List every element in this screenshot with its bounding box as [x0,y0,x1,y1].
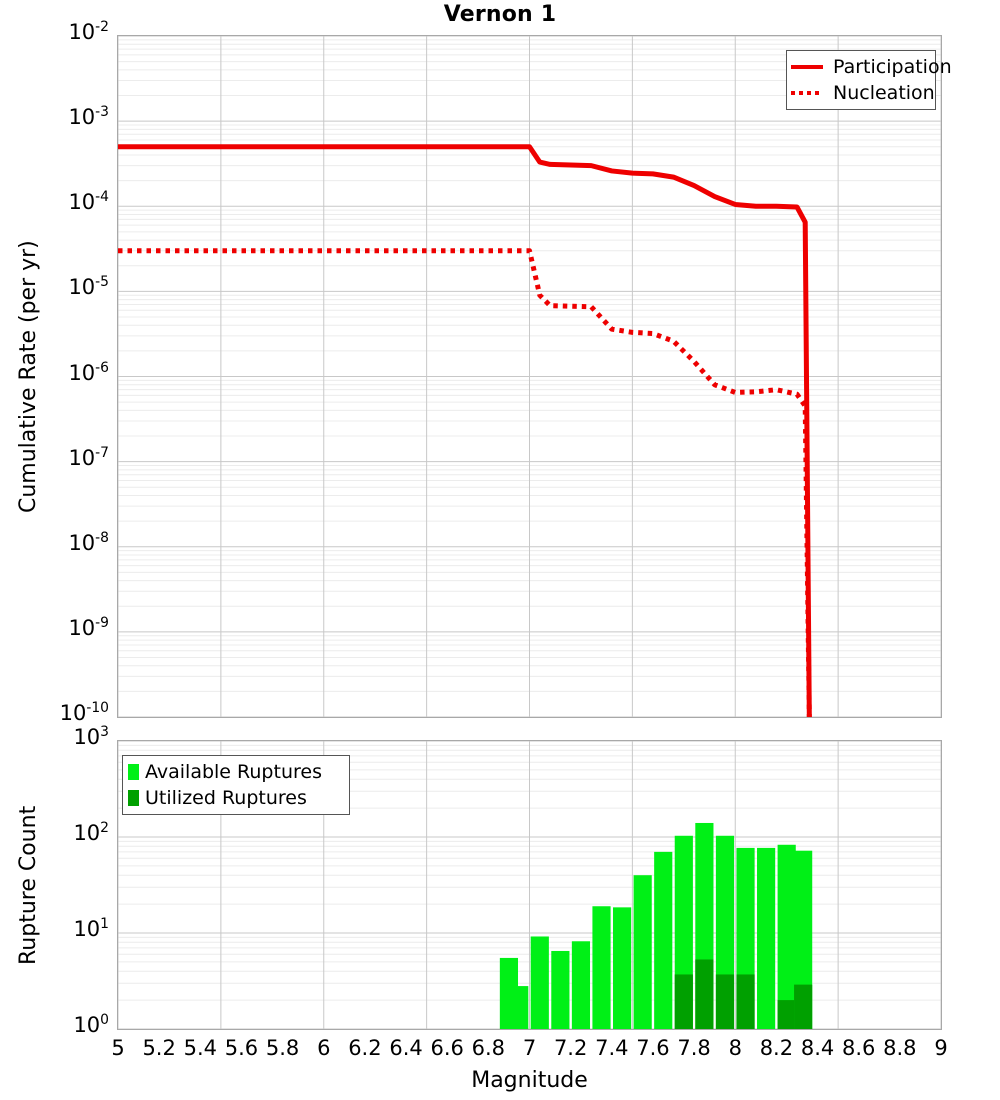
cumulative-rate-chart [118,36,941,717]
x-tick-5.4: 5.4 [183,1036,217,1060]
top-gridlines [118,36,941,717]
series-nucleation [118,248,812,717]
bottom-y-tick-1: 101 [73,916,109,941]
x-tick-5.2: 5.2 [142,1036,176,1060]
top-y-tick--9: 10-9 [68,614,109,640]
bar-available-4 [530,936,549,1029]
top-legend: Participation Nucleation [786,50,952,110]
legend-item-utilized-ruptures: Utilized Ruptures [127,785,343,811]
x-tick-5: 5 [111,1036,125,1060]
top-y-tick--8: 10-8 [68,529,109,555]
x-tick-7.6: 7.6 [636,1036,670,1060]
legend-item-participation: Participation [791,54,952,80]
bar-available-9 [633,875,652,1029]
top-y-tick--3: 10-3 [68,104,109,130]
bar-utilized-11 [674,974,693,1029]
bar-available-7 [592,906,611,1029]
bottom-axis-x-label: Magnitude [471,1068,588,1093]
top-y-tick--4: 10-4 [68,189,109,215]
bar-available-8 [613,907,632,1029]
bottom-y-tick-2: 102 [73,820,109,845]
available-ruptures-swatch-icon [127,764,142,780]
bar-available-3 [510,986,529,1029]
page-title: Vernon 1 [443,2,557,27]
x-tick-8.8: 8.8 [883,1036,917,1060]
legend-item-nucleation: Nucleation [791,80,935,106]
top-plot-area [117,35,942,718]
bar-utilized-17 [794,984,813,1029]
bar-utilized-12 [695,959,714,1029]
bar-available-5 [551,950,570,1029]
x-tick-6.8: 6.8 [471,1036,506,1060]
x-tick-9: 9 [934,1036,948,1060]
x-tick-8.2: 8.2 [759,1036,794,1060]
x-tick-6.6: 6.6 [430,1036,464,1060]
x-tick-6: 6 [317,1036,331,1060]
bar-available-16 [777,844,796,1029]
x-tick-5.8: 5.8 [265,1036,300,1060]
top-y-tick--6: 10-6 [68,359,109,385]
legend-label-nucleation: Nucleation [833,82,935,104]
bar-utilized-16 [777,1000,796,1029]
x-tick-6.4: 6.4 [389,1036,423,1060]
bar-utilized-13 [715,974,735,1029]
bottom-axis-y-label: Rupture Count [16,805,41,965]
x-tick-8.4: 8.4 [800,1036,835,1060]
top-y-tick--7: 10-7 [68,444,109,470]
x-tick-7.8: 7.8 [677,1036,711,1060]
bar-utilized-14 [736,974,755,1029]
x-tick-8: 8 [728,1036,742,1060]
top-y-tick--5: 10-5 [68,274,109,300]
bottom-y-tick-0: 100 [73,1012,109,1037]
bar-available-17 [794,850,813,1029]
bottom-legend: Available Ruptures Utilized Ruptures [122,755,350,815]
x-tick-8.6: 8.6 [841,1036,876,1060]
top-y-tick--2: 10-2 [68,19,109,44]
participation-line-icon [791,65,831,69]
x-tick-7.4: 7.4 [595,1036,629,1060]
legend-item-available-ruptures: Available Ruptures [127,759,343,785]
bar-available-10 [654,851,673,1029]
nucleation-line-icon [791,91,831,95]
legend-label-participation: Participation [833,56,952,78]
top-axis-y-label: Cumulative Rate (per yr) [16,240,41,513]
bar-group [499,822,813,1029]
bar-available-6 [571,941,591,1029]
x-tick-6.2: 6.2 [348,1036,382,1060]
top-y-tick--10: 10-10 [59,700,109,725]
legend-label-utilized-ruptures: Utilized Ruptures [145,787,307,809]
legend-label-available-ruptures: Available Ruptures [145,761,322,783]
bar-available-15 [757,847,776,1029]
utilized-ruptures-swatch-icon [127,790,142,806]
x-tick-7.2: 7.2 [553,1036,588,1060]
bottom-y-tick-3: 103 [73,724,109,749]
x-tick-5.6: 5.6 [224,1036,259,1060]
series-participation [118,144,812,717]
x-tick-7: 7 [522,1036,537,1060]
